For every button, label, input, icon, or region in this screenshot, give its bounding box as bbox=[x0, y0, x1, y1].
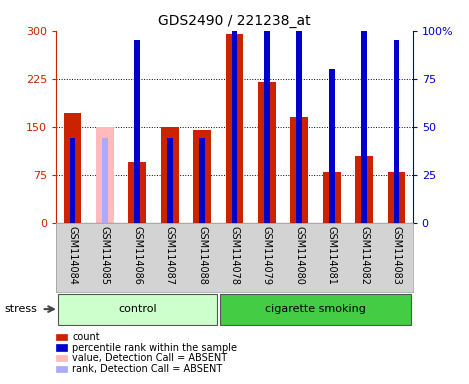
Bar bbox=[296, 0, 302, 223]
Bar bbox=[64, 113, 82, 223]
Text: GSM114080: GSM114080 bbox=[295, 226, 304, 285]
Bar bbox=[193, 130, 211, 223]
Bar bbox=[226, 34, 243, 223]
Text: count: count bbox=[72, 332, 100, 342]
Bar bbox=[167, 138, 173, 223]
Text: value, Detection Call = ABSENT: value, Detection Call = ABSENT bbox=[72, 353, 227, 363]
Text: stress: stress bbox=[5, 304, 38, 314]
Text: GSM114082: GSM114082 bbox=[359, 226, 369, 285]
FancyBboxPatch shape bbox=[219, 293, 411, 325]
Bar bbox=[387, 172, 405, 223]
FancyBboxPatch shape bbox=[58, 293, 217, 325]
Bar bbox=[264, 0, 270, 223]
Text: GSM114086: GSM114086 bbox=[132, 226, 142, 285]
Text: GSM114078: GSM114078 bbox=[229, 226, 240, 285]
Bar bbox=[393, 40, 400, 223]
Text: GSM114084: GSM114084 bbox=[68, 226, 77, 285]
Bar bbox=[361, 12, 367, 223]
Bar bbox=[258, 82, 276, 223]
Text: GSM114083: GSM114083 bbox=[392, 226, 401, 285]
Bar bbox=[102, 138, 108, 223]
Text: percentile rank within the sample: percentile rank within the sample bbox=[72, 343, 237, 353]
Text: cigarette smoking: cigarette smoking bbox=[265, 304, 366, 314]
Title: GDS2490 / 221238_at: GDS2490 / 221238_at bbox=[158, 14, 311, 28]
Bar bbox=[329, 69, 334, 223]
Bar bbox=[135, 40, 140, 223]
Bar bbox=[323, 172, 340, 223]
Bar bbox=[232, 0, 237, 223]
Text: control: control bbox=[118, 304, 157, 314]
Text: rank, Detection Call = ABSENT: rank, Detection Call = ABSENT bbox=[72, 364, 222, 374]
Bar bbox=[199, 138, 205, 223]
Bar bbox=[161, 127, 179, 223]
Bar bbox=[69, 138, 76, 223]
Bar bbox=[355, 156, 373, 223]
Bar bbox=[129, 162, 146, 223]
Text: GSM114081: GSM114081 bbox=[327, 226, 337, 285]
Text: GSM114088: GSM114088 bbox=[197, 226, 207, 285]
Bar bbox=[290, 117, 308, 223]
Bar bbox=[96, 127, 114, 223]
Text: GSM114087: GSM114087 bbox=[165, 226, 174, 285]
Text: GSM114085: GSM114085 bbox=[100, 226, 110, 285]
Text: GSM114079: GSM114079 bbox=[262, 226, 272, 285]
